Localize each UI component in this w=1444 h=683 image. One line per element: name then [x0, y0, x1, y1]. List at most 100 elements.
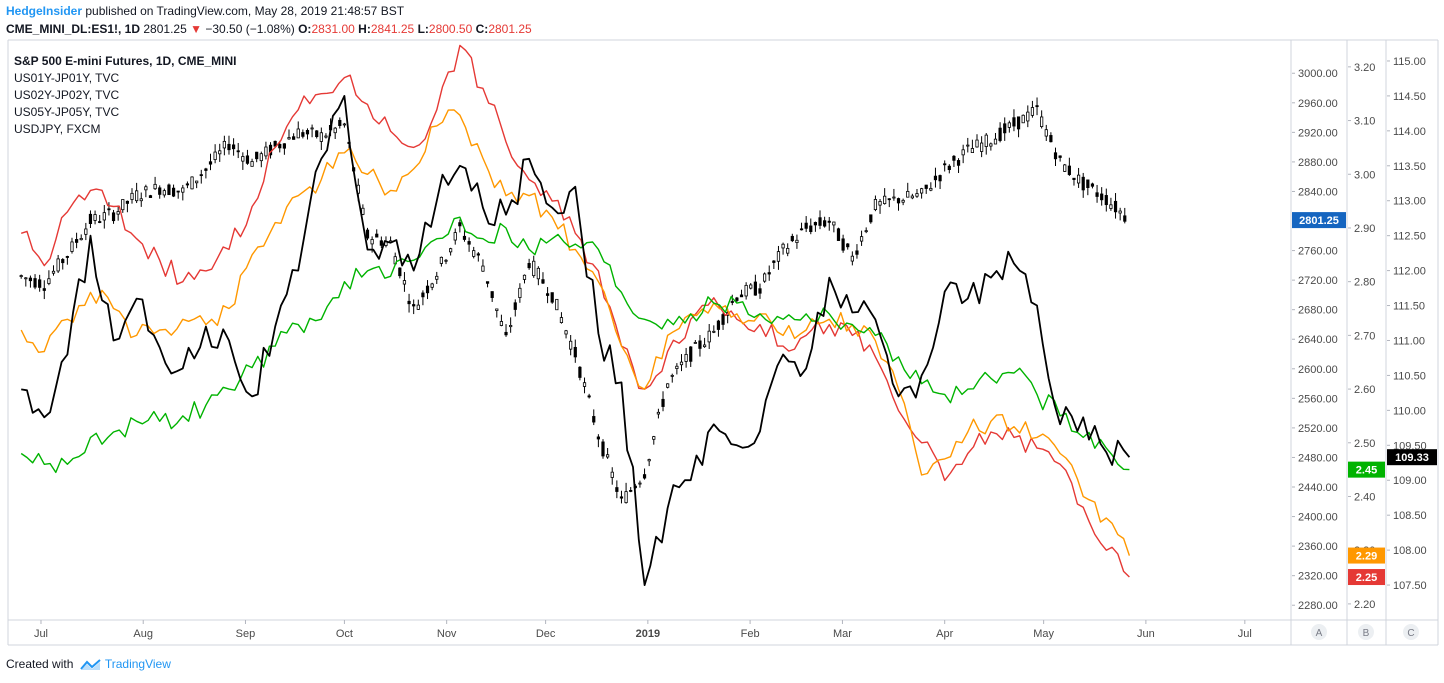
candle-body [555, 298, 559, 311]
author-link[interactable]: HedgeInsider [6, 4, 83, 18]
axis-tick-label: 3.20 [1354, 62, 1375, 74]
axis-tick-label: 2920.00 [1298, 127, 1338, 139]
candle-body [70, 241, 74, 252]
tradingview-link[interactable]: TradingView [104, 657, 171, 671]
candle-body [495, 308, 499, 311]
candle-body [993, 138, 998, 145]
candle-body [148, 195, 153, 198]
axis-tick-label: 112.00 [1393, 266, 1426, 278]
candle-body [804, 222, 808, 229]
candle-body [241, 156, 245, 162]
candle-body [513, 302, 517, 310]
candle-body [799, 228, 804, 231]
candle-body [1035, 105, 1039, 108]
candle-body [582, 382, 587, 387]
candle-body [1076, 174, 1081, 184]
axis-c-title: C [1407, 628, 1414, 639]
candle-body [407, 300, 411, 305]
candle-body [712, 330, 716, 333]
candle-body [319, 132, 323, 142]
axis-a-button[interactable] [1311, 624, 1327, 640]
candle-body [952, 155, 956, 161]
time-axis[interactable]: Jul Aug Sep Oct Nov Dec 2019 Feb Mar Apr May Jun Jul [34, 620, 1252, 640]
candle-body [398, 267, 402, 277]
candle-body [472, 250, 476, 257]
axis-tick-label: 2360.00 [1298, 541, 1338, 553]
candle-body [989, 143, 993, 147]
candle-body [1067, 165, 1071, 175]
candle-body [1016, 116, 1021, 130]
axis-tick-label: 3.00 [1354, 169, 1375, 181]
x-tick-label: Feb [741, 628, 760, 640]
candle-body [910, 195, 914, 199]
axis-tick-label: 2.50 [1354, 438, 1375, 450]
candle-body [292, 136, 296, 140]
axis-tick-label: 115.00 [1393, 56, 1426, 68]
axis-tick-label: 2.80 [1354, 277, 1375, 289]
candle-body [1030, 107, 1035, 116]
x-tick-label: May [1033, 628, 1054, 640]
candle-body [550, 292, 554, 303]
axis-tick-label: 108.00 [1393, 545, 1427, 557]
x-tick-label: Sep [236, 628, 256, 640]
candle-body [310, 127, 314, 130]
candle-body [1100, 193, 1104, 201]
candle-body [435, 275, 439, 280]
candle-body [402, 280, 407, 285]
high-label: H: [358, 22, 371, 36]
candle-body [181, 187, 185, 193]
candle-body [864, 230, 868, 233]
axis-tick-label: 2560.00 [1298, 393, 1338, 405]
candle-body [675, 365, 679, 369]
candle-body [721, 314, 725, 325]
candle-body [176, 190, 180, 193]
candle-body [781, 243, 785, 249]
candle-body [966, 144, 970, 147]
axis-c-button[interactable] [1403, 624, 1419, 640]
candle-body [504, 331, 508, 336]
axis-tick-label: 3.10 [1354, 116, 1375, 128]
axis-b[interactable]: 3.203.103.002.902.802.702.602.502.402.30… [1348, 62, 1375, 611]
candle-body [167, 184, 171, 196]
candle-body [666, 383, 670, 388]
axis-c[interactable]: 115.00 114.50 114.00 113.50 113.00 112.50 112.… [1387, 56, 1427, 592]
candle-body [652, 436, 656, 440]
legend-item: US05Y-JP05Y, TVC [14, 105, 120, 119]
candle-body [545, 293, 550, 296]
candle-body [1021, 114, 1025, 124]
axis-tick-label: 112.50 [1393, 231, 1426, 243]
candle-body [33, 278, 37, 288]
axis-b-button[interactable] [1358, 624, 1374, 640]
candle-body [499, 321, 504, 326]
publish-info: published on TradingView.com, May 28, 20… [85, 4, 405, 18]
candle-body [587, 395, 591, 398]
candle-body [601, 441, 605, 457]
candle-body [961, 149, 965, 156]
candle-body [730, 301, 734, 303]
close-label: C: [475, 22, 489, 36]
candle-body [647, 459, 651, 462]
axis-tick-label: 107.50 [1393, 580, 1427, 592]
candle-body [859, 236, 864, 242]
candle-body [679, 361, 684, 366]
candle-body [1007, 122, 1011, 128]
axis-tick-label: 2960.00 [1298, 98, 1338, 110]
candle-body [1003, 123, 1007, 134]
created-with-text: Created with [6, 657, 74, 671]
candle-body [1113, 200, 1118, 213]
candle-body [827, 220, 831, 223]
axis-tick-label: 2320.00 [1298, 571, 1338, 583]
last-label-us01y-bg [1348, 569, 1385, 586]
candle-body [204, 168, 208, 171]
candle-body [753, 281, 757, 296]
candle-body [956, 160, 961, 166]
candle-body [786, 248, 790, 254]
axis-tick-label: 108.50 [1393, 510, 1427, 522]
axis-a[interactable]: 3000.002960.002920.002880.002840.002800.… [1292, 68, 1338, 612]
candle-body [255, 151, 259, 160]
candle-body [458, 222, 462, 227]
candle-body [592, 416, 596, 423]
plot-area[interactable] [8, 40, 1291, 620]
symbol-label: CME_MINI_DL:ES1!, 1D [6, 22, 141, 36]
